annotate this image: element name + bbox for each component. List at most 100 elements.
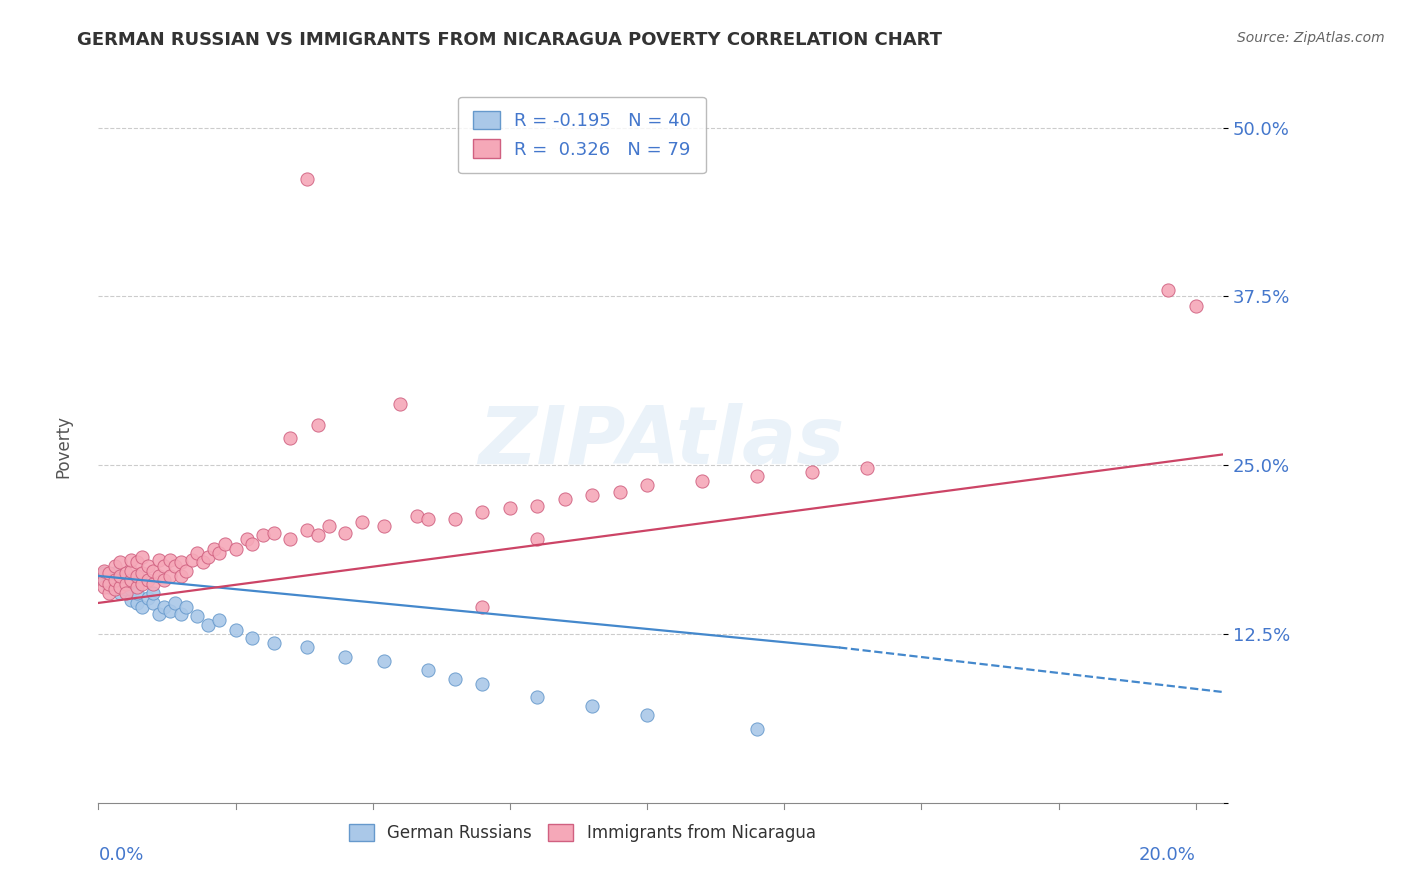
Point — [125, 586, 148, 600]
Text: ZIPAtlas: ZIPAtlas — [478, 402, 844, 481]
Point — [110, 573, 132, 587]
Point — [235, 533, 257, 547]
Point — [159, 569, 181, 583]
Point — [186, 609, 208, 624]
Point — [335, 525, 357, 540]
Point — [499, 501, 522, 516]
Point — [444, 672, 467, 686]
Point — [526, 690, 548, 705]
Point — [1157, 283, 1180, 297]
Point — [110, 586, 132, 600]
Point — [405, 509, 427, 524]
Point — [125, 596, 148, 610]
Point — [131, 549, 153, 564]
Point — [170, 569, 193, 583]
Point — [280, 431, 302, 445]
Point — [197, 549, 219, 564]
Point — [153, 573, 176, 587]
Point — [416, 512, 439, 526]
Point — [263, 636, 285, 650]
Point — [93, 573, 115, 587]
Point — [125, 569, 148, 583]
Point — [159, 604, 181, 618]
Point — [295, 172, 318, 186]
Point — [263, 525, 285, 540]
Point — [120, 582, 142, 597]
Point — [165, 559, 187, 574]
Legend: German Russians, Immigrants from Nicaragua: German Russians, Immigrants from Nicarag… — [342, 817, 823, 848]
Point — [120, 593, 142, 607]
Point — [131, 577, 153, 591]
Point — [197, 617, 219, 632]
Point — [136, 573, 159, 587]
Text: Source: ZipAtlas.com: Source: ZipAtlas.com — [1237, 31, 1385, 45]
Point — [98, 580, 121, 594]
Point — [131, 566, 153, 581]
Point — [208, 614, 231, 628]
Point — [125, 556, 148, 570]
Point — [471, 599, 494, 614]
Point — [148, 607, 170, 621]
Point — [295, 640, 318, 655]
Point — [240, 631, 263, 645]
Point — [471, 677, 494, 691]
Point — [125, 580, 148, 594]
Point — [131, 599, 153, 614]
Point — [159, 552, 181, 566]
Point — [252, 528, 274, 542]
Point — [104, 582, 127, 597]
Point — [471, 505, 494, 519]
Point — [104, 577, 127, 591]
Point — [581, 488, 603, 502]
Text: Poverty: Poverty — [55, 415, 72, 477]
Point — [110, 556, 132, 570]
Point — [373, 519, 395, 533]
Point — [225, 623, 247, 637]
Point — [636, 708, 658, 723]
Point — [350, 515, 373, 529]
Point — [142, 596, 165, 610]
Point — [93, 566, 115, 581]
Point — [745, 469, 768, 483]
Point — [180, 552, 202, 566]
Point — [526, 533, 548, 547]
Point — [186, 546, 208, 560]
Point — [855, 461, 877, 475]
Point — [115, 566, 138, 581]
Point — [636, 478, 658, 492]
Point — [526, 499, 548, 513]
Point — [120, 552, 142, 566]
Point — [98, 586, 121, 600]
Point — [115, 577, 138, 591]
Point — [136, 591, 159, 605]
Point — [170, 556, 193, 570]
Point — [98, 566, 121, 581]
Point — [416, 664, 439, 678]
Point — [444, 512, 467, 526]
Point — [120, 573, 142, 587]
Point — [318, 519, 340, 533]
Point — [110, 580, 132, 594]
Point — [800, 465, 823, 479]
Point — [104, 566, 127, 581]
Point — [240, 536, 263, 550]
Point — [104, 559, 127, 574]
Point — [153, 599, 176, 614]
Point — [153, 559, 176, 574]
Point — [307, 528, 329, 542]
Point — [174, 564, 197, 578]
Point — [554, 491, 576, 506]
Point — [202, 541, 225, 556]
Point — [148, 569, 170, 583]
Point — [208, 546, 231, 560]
Point — [142, 586, 165, 600]
Point — [165, 596, 187, 610]
Point — [142, 577, 165, 591]
Point — [115, 577, 138, 591]
Point — [307, 417, 329, 432]
Point — [373, 654, 395, 668]
Point — [93, 580, 115, 594]
Point — [191, 556, 214, 570]
Point — [690, 475, 713, 489]
Point — [115, 586, 138, 600]
